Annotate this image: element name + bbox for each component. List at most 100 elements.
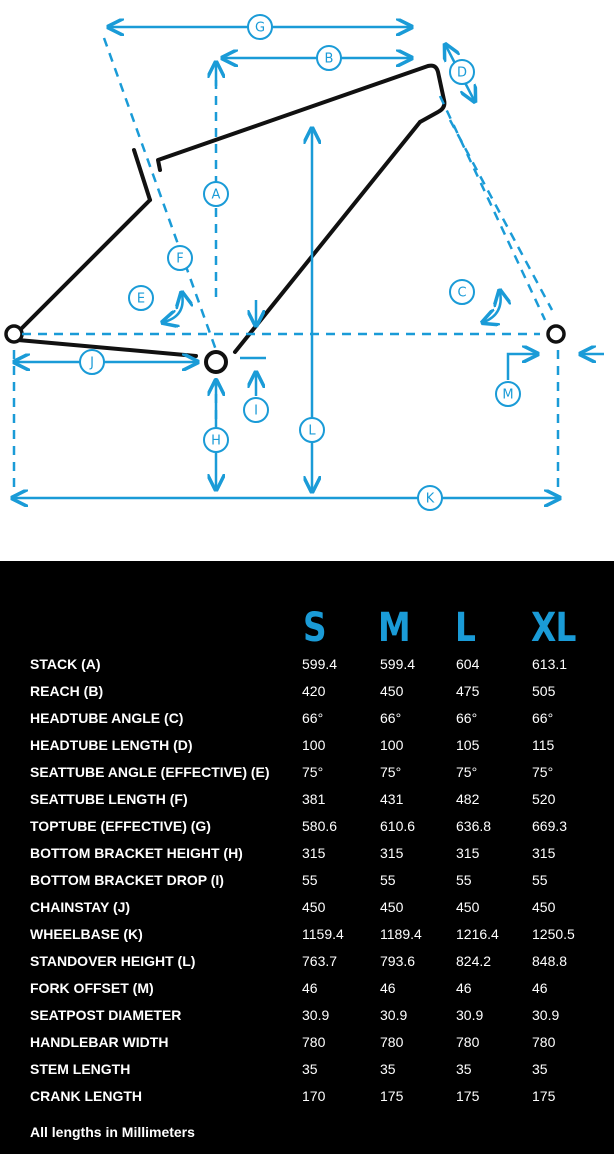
table-cell: 75° xyxy=(302,764,324,780)
table-cell: 315 xyxy=(532,845,556,861)
table-cell: 450 xyxy=(302,899,326,915)
table-cell: 75° xyxy=(380,764,402,780)
svg-text:J: J xyxy=(89,356,94,371)
label-l: L xyxy=(299,417,325,443)
table-cell: 75° xyxy=(456,764,478,780)
table-cell: 35 xyxy=(456,1061,472,1077)
bottom-bracket xyxy=(204,350,228,374)
table-cell: 669.3 xyxy=(532,818,568,834)
table-cell: 604 xyxy=(456,656,480,672)
table-row: CHAINSTAY (J) 450 450 450 450 xyxy=(0,897,614,924)
table-row: SEATTUBE ANGLE (EFFECTIVE) (E) 75° 75° 75° 7… xyxy=(0,762,614,789)
label-c: C xyxy=(449,279,475,305)
dimension-labels: G B D A F E C J M I L H K xyxy=(79,14,521,511)
table-cell: 599.4 xyxy=(380,656,416,672)
table-row: CRANK LENGTH 170 175 175 175 xyxy=(0,1086,614,1113)
table-cell: 475 xyxy=(456,683,480,699)
front-axle xyxy=(546,324,566,344)
size-header-xl: XL xyxy=(531,605,576,651)
table-cell: 30.9 xyxy=(302,1007,330,1023)
row-label: TOPTUBE (EFFECTIVE) (G) xyxy=(30,818,211,834)
label-d: D xyxy=(449,59,475,85)
table-cell: 100 xyxy=(380,737,404,753)
table-cell: 100 xyxy=(302,737,326,753)
table-cell: 175 xyxy=(532,1088,556,1104)
seat-tube xyxy=(132,148,152,202)
table-cell: 46 xyxy=(380,980,396,996)
table-cell: 35 xyxy=(302,1061,318,1077)
table-row: HEADTUBE LENGTH (D) 100 100 105 115 xyxy=(0,735,614,762)
row-label: CHAINSTAY (J) xyxy=(30,899,131,915)
row-label: STANDOVER HEIGHT (L) xyxy=(30,953,196,969)
bike-frame xyxy=(16,63,447,358)
table-row: SEATTUBE LENGTH (F) 381 431 482 520 xyxy=(0,789,614,816)
svg-text:C: C xyxy=(457,286,466,301)
label-e: E xyxy=(128,285,154,311)
frame-geometry-svg: G B D A F E C J M I L H K xyxy=(4,14,604,511)
table-cell: 450 xyxy=(380,899,404,915)
size-header-l: L xyxy=(455,605,476,651)
table-cell: 636.8 xyxy=(456,818,492,834)
table-cell: 420 xyxy=(302,683,326,699)
row-label: HEADTUBE ANGLE (C) xyxy=(30,710,184,726)
table-cell: 793.6 xyxy=(380,953,416,969)
table-cell: 46 xyxy=(302,980,318,996)
label-m: M xyxy=(495,381,521,407)
table-cell: 780 xyxy=(380,1034,404,1050)
table-cell: 30.9 xyxy=(456,1007,484,1023)
svg-text:D: D xyxy=(457,66,467,81)
table-cell: 315 xyxy=(302,845,326,861)
table-row: HANDLEBAR WIDTH 780 780 780 780 xyxy=(0,1032,614,1059)
label-j: J xyxy=(79,349,105,375)
chain-stay xyxy=(16,338,198,358)
row-label: REACH (B) xyxy=(30,683,104,699)
table-cell: 450 xyxy=(456,899,480,915)
row-label: STEM LENGTH xyxy=(30,1061,131,1077)
geometry-table: S M L XL STACK (A) 599.4 599.4 604 613.1 REAC… xyxy=(0,561,614,1154)
rear-axle xyxy=(4,324,24,344)
table-cell: 175 xyxy=(456,1088,480,1104)
svg-text:M: M xyxy=(502,388,513,403)
table-cell: 35 xyxy=(532,1061,548,1077)
table-row: STACK (A) 599.4 599.4 604 613.1 xyxy=(0,654,614,681)
table-row: STEM LENGTH 35 35 35 35 xyxy=(0,1059,614,1086)
table-cell: 482 xyxy=(456,791,480,807)
svg-text:F: F xyxy=(176,252,183,267)
label-b: B xyxy=(316,45,342,71)
label-g: G xyxy=(247,14,273,40)
table-cell: 105 xyxy=(456,737,480,753)
label-f: F xyxy=(167,245,193,271)
table-row: REACH (B) 420 450 475 505 xyxy=(0,681,614,708)
table-cell: 1216.4 xyxy=(456,926,499,942)
table-cell: 450 xyxy=(532,899,556,915)
table-cell: 66° xyxy=(456,710,478,726)
table-cell: 46 xyxy=(532,980,548,996)
table-row: BOTTOM BRACKET DROP (I) 55 55 55 55 xyxy=(0,870,614,897)
table-row: STANDOVER HEIGHT (L) 763.7 793.6 824.2 848.8 xyxy=(0,951,614,978)
label-k: K xyxy=(417,485,443,511)
down-tube xyxy=(233,120,422,354)
row-label: HANDLEBAR WIDTH xyxy=(30,1034,169,1050)
svg-text:A: A xyxy=(212,188,221,203)
geometry-diagram: G B D A F E C J M I L H K xyxy=(0,0,614,561)
table-cell: 170 xyxy=(302,1088,326,1104)
table-cell: 315 xyxy=(380,845,404,861)
svg-text:I: I xyxy=(254,404,258,419)
table-cell: 450 xyxy=(380,683,404,699)
table-row: SEATPOST DIAMETER 30.9 30.9 30.9 30.9 xyxy=(0,1005,614,1032)
row-label: SEATTUBE ANGLE (EFFECTIVE) (E) xyxy=(30,764,270,780)
row-label: HEADTUBE LENGTH (D) xyxy=(30,737,193,753)
table-cell: 1250.5 xyxy=(532,926,575,942)
size-header-m: M xyxy=(378,605,411,651)
row-label: FORK OFFSET (M) xyxy=(30,980,154,996)
table-cell: 175 xyxy=(380,1088,404,1104)
table-cell: 580.6 xyxy=(302,818,338,834)
row-label: WHEELBASE (K) xyxy=(30,926,143,942)
table-cell: 66° xyxy=(380,710,402,726)
table-cell: 431 xyxy=(380,791,404,807)
table-cell: 46 xyxy=(456,980,472,996)
table-row: WHEELBASE (K) 1159.4 1189.4 1216.4 1250.5 xyxy=(0,924,614,951)
svg-text:K: K xyxy=(426,492,435,507)
row-label: SEATTUBE LENGTH (F) xyxy=(30,791,188,807)
table-cell: 780 xyxy=(532,1034,556,1050)
